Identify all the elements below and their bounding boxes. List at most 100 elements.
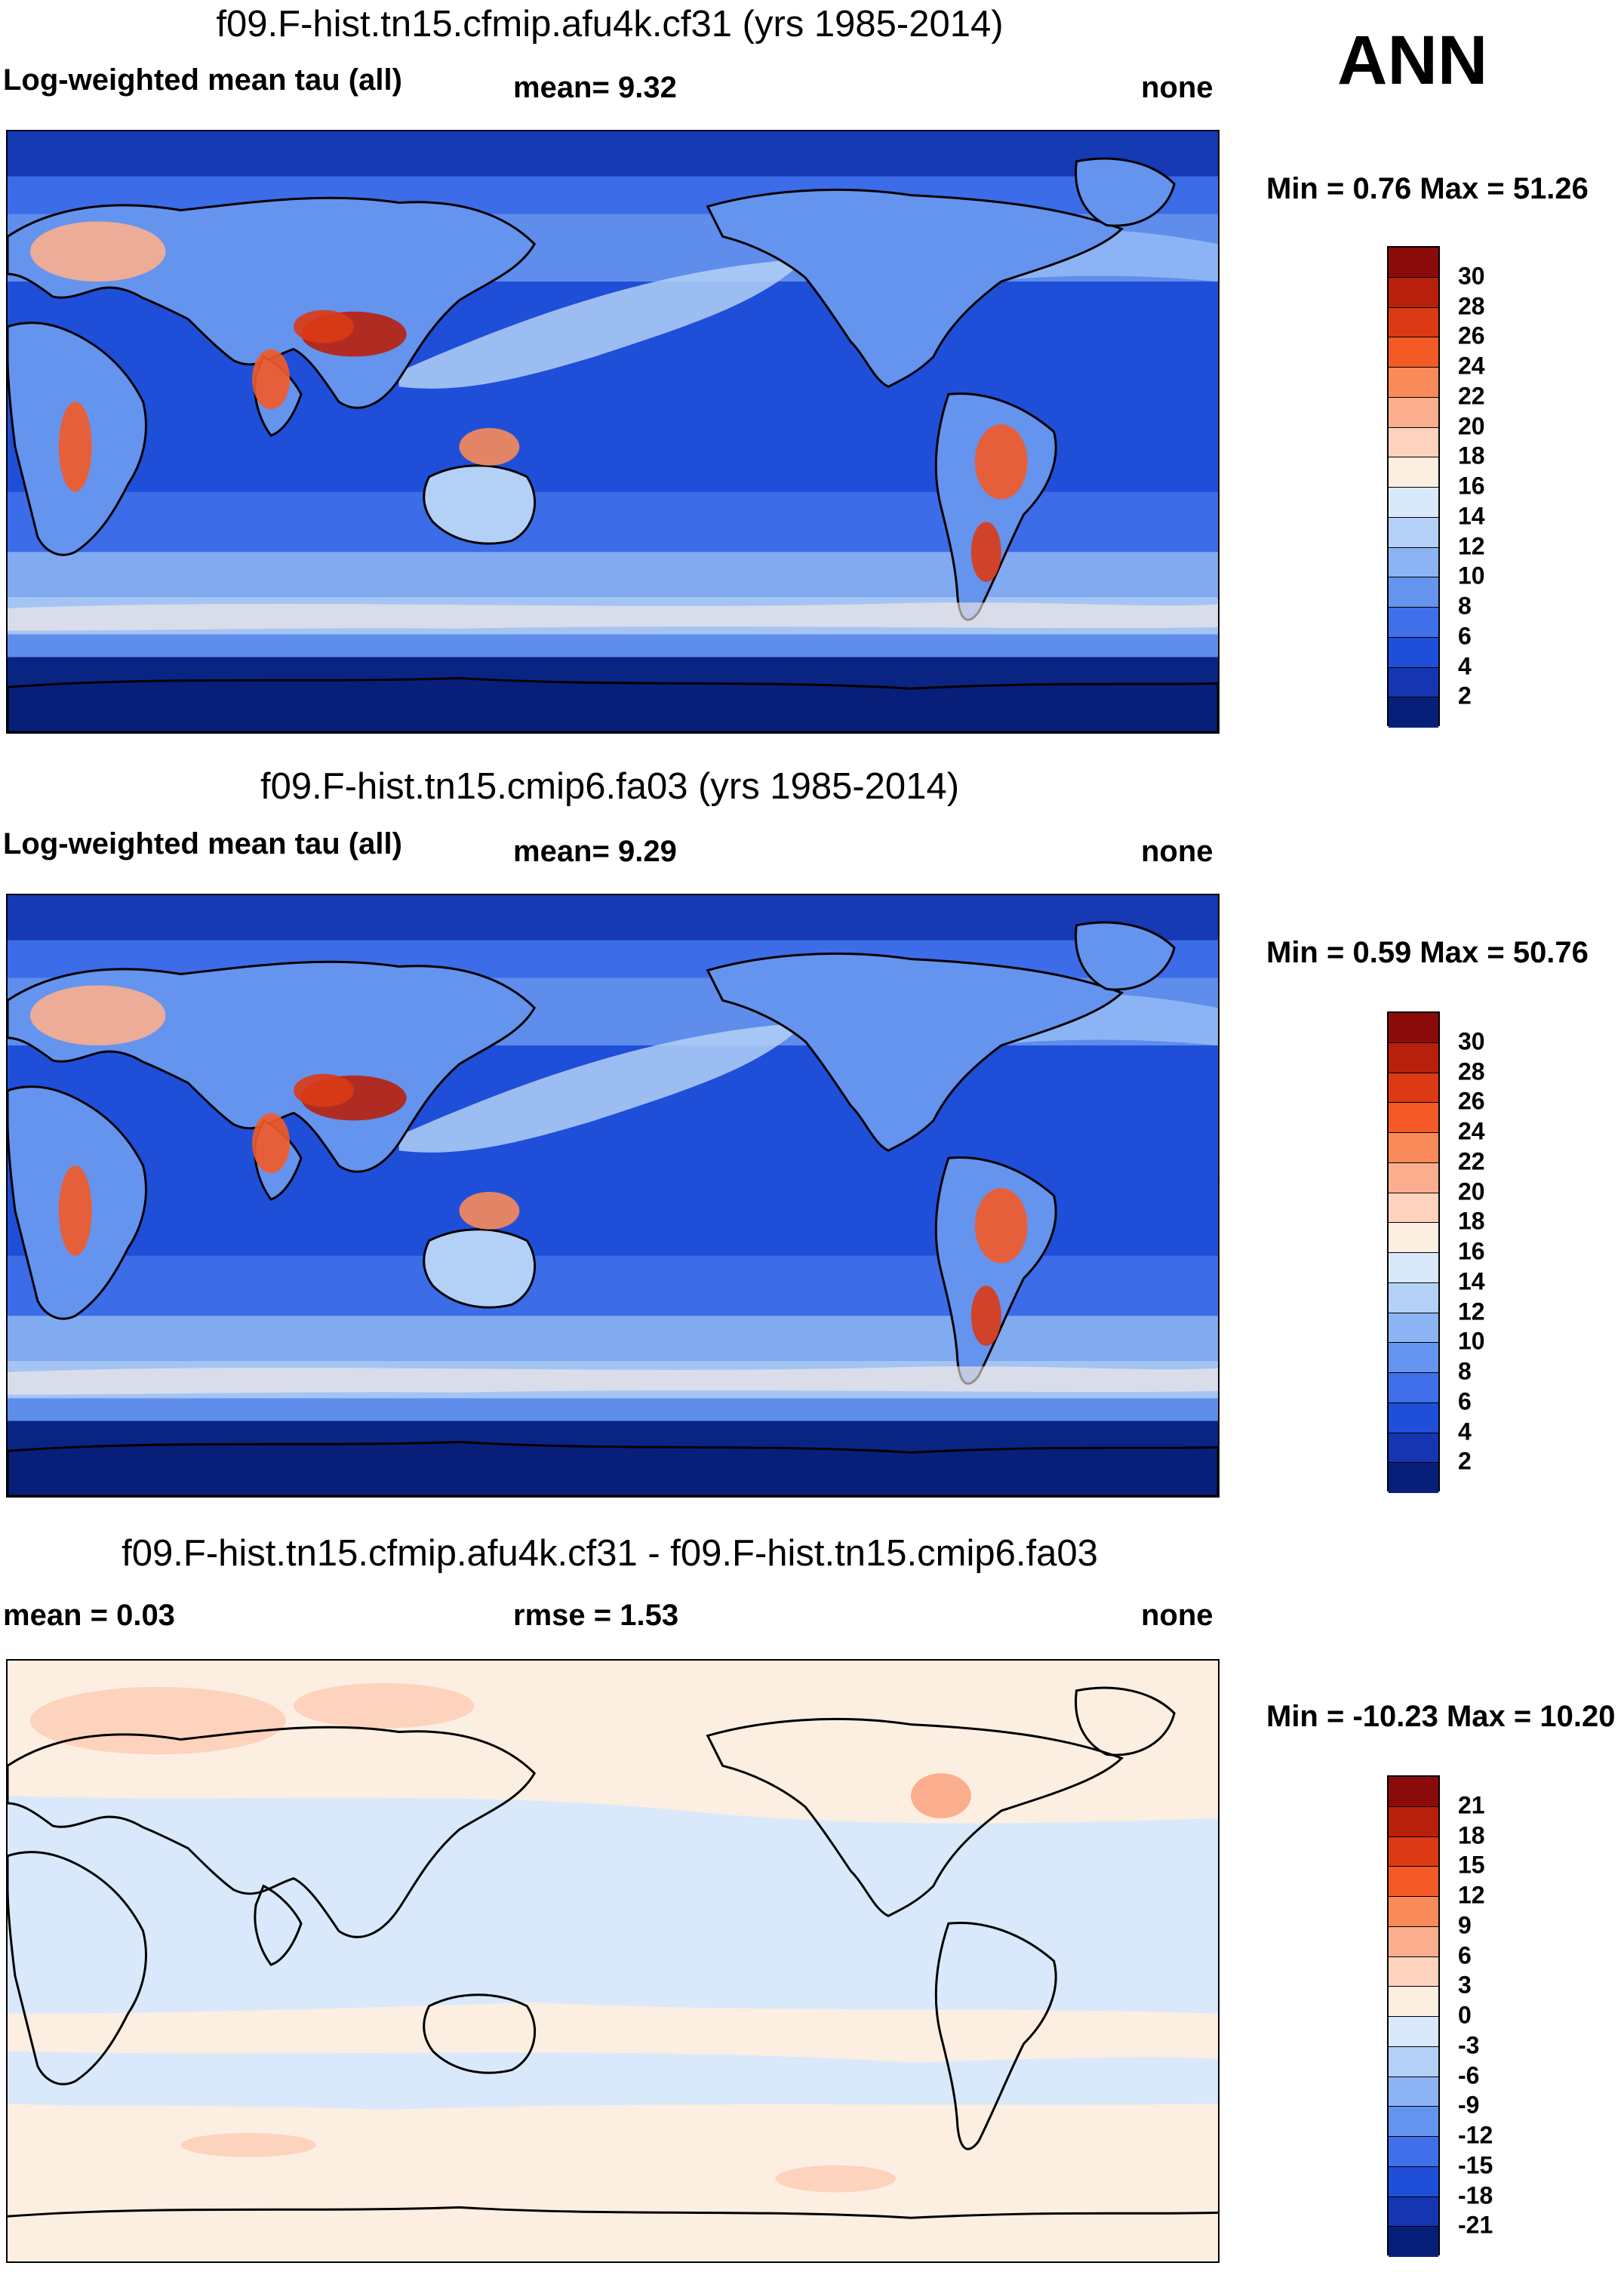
colorbar-swatch: [1389, 427, 1438, 458]
colorbar-tick-label: 28: [1458, 1057, 1485, 1085]
panel-title: f09.F-hist.tn15.cfmip.afu4k.cf31 - f09.F…: [121, 1533, 1098, 1574]
minmax-label: Min = 0.76 Max = 51.26: [1266, 172, 1589, 205]
colorbar-swatch: [1389, 397, 1438, 428]
colorbar-difference: [1387, 1775, 1440, 2257]
colorbar-swatch: [1389, 1867, 1438, 1897]
colorbar-swatch: [1389, 1373, 1438, 1403]
colorbar-swatch: [1389, 2227, 1438, 2257]
colorbar-tick-label: 12: [1458, 1881, 1485, 1909]
units-label: none: [1141, 71, 1213, 104]
colorbar-tick-label: 2: [1458, 682, 1472, 710]
mean-label: mean = 0.03: [3, 1599, 175, 1632]
colorbar-swatch: [1389, 1343, 1438, 1373]
colorbar-tick-label: 8: [1458, 1357, 1472, 1385]
colorbar-tick-label: 9: [1458, 1911, 1472, 1939]
colorbar-swatch: [1389, 1463, 1438, 1493]
colorbar-tick-label: 16: [1458, 1237, 1485, 1265]
map-difference: [6, 1659, 1220, 2263]
colorbar-tick-label: 30: [1458, 262, 1485, 290]
panel-title: f09.F-hist.tn15.cmip6.fa03 (yrs 1985-201…: [260, 766, 960, 807]
colorbar-swatch: [1389, 368, 1438, 398]
mean-label: mean= 9.29: [513, 835, 677, 868]
minmax-label: Min = 0.59 Max = 50.76: [1266, 936, 1589, 969]
colorbar-tick-label: 8: [1458, 592, 1472, 620]
colorbar-tick-label: 22: [1458, 1147, 1485, 1175]
units-label: none: [1141, 1599, 1213, 1632]
colorbar-tick-label: 20: [1458, 1178, 1485, 1205]
colorbar-tick-label: -12: [1458, 2121, 1493, 2149]
colorbar-swatch: [1389, 1836, 1438, 1867]
colorbar-swatch: [1389, 337, 1438, 368]
colorbar-tick-label: 30: [1458, 1027, 1485, 1055]
colorbar-tick-label: -6: [1458, 2061, 1480, 2089]
colorbar-tick-label: 24: [1458, 1117, 1485, 1145]
colorbar-swatch: [1389, 457, 1438, 488]
colorbar-tick-label: 18: [1458, 1821, 1485, 1849]
season-label: ANN: [1337, 22, 1488, 99]
colorbar-tick-label: 3: [1458, 1971, 1472, 1999]
colorbar-tick-label: 14: [1458, 502, 1485, 530]
colorbar-tick-label: 6: [1458, 1387, 1472, 1415]
colorbar-control: [1387, 1011, 1440, 1493]
colorbar-swatch: [1389, 2107, 1438, 2137]
colorbar-swatch: [1389, 2166, 1438, 2197]
colorbar-tick-label: 0: [1458, 2001, 1472, 2029]
colorbar-tick-label: 18: [1458, 1207, 1485, 1235]
colorbar-swatch: [1389, 488, 1438, 518]
colorbar-swatch: [1389, 1103, 1438, 1133]
colorbar-tick-label: -18: [1458, 2181, 1493, 2209]
colorbar-tick-label: 14: [1458, 1267, 1485, 1295]
colorbar-swatch: [1389, 248, 1438, 278]
map-test: [6, 130, 1220, 734]
colorbar-swatch: [1389, 577, 1438, 608]
colorbar-tick-label: 4: [1458, 652, 1472, 679]
units-label: none: [1141, 835, 1213, 868]
colorbar-swatch: [1389, 1956, 1438, 1987]
colorbar-swatch: [1389, 1253, 1438, 1283]
colorbar-swatch: [1389, 1133, 1438, 1163]
colorbar-tick-label: 18: [1458, 442, 1485, 469]
colorbar-swatch: [1389, 1777, 1438, 1807]
colorbar-tick-label: 12: [1458, 532, 1485, 559]
colorbar-tick-label: 21: [1458, 1791, 1485, 1819]
colorbar-tick-label: -9: [1458, 2091, 1480, 2119]
colorbar-swatch: [1389, 2197, 1438, 2227]
colorbar-tick-label: 22: [1458, 382, 1485, 410]
colorbar-swatch: [1389, 608, 1438, 638]
map-field-test: [8, 131, 1218, 732]
variable-label: Log-weighted mean tau (all): [3, 63, 402, 97]
colorbar-swatch: [1389, 1897, 1438, 1927]
colorbar-tick-label: 28: [1458, 292, 1485, 319]
colorbar-swatch: [1389, 1282, 1438, 1313]
colorbar-swatch: [1389, 667, 1438, 698]
colorbar-tick-label: 2: [1458, 1447, 1472, 1475]
colorbar-swatch: [1389, 1806, 1438, 1837]
colorbar-tick-label: -21: [1458, 2211, 1493, 2239]
colorbar-tick-label: 24: [1458, 352, 1485, 380]
panel-title: f09.F-hist.tn15.cfmip.afu4k.cf31 (yrs 19…: [216, 4, 1004, 45]
colorbar-swatch: [1389, 277, 1438, 308]
colorbar-tick-label: 4: [1458, 1418, 1472, 1445]
colorbar-swatch: [1389, 1073, 1438, 1104]
colorbar-swatch: [1389, 1313, 1438, 1344]
map-control: [6, 894, 1220, 1498]
colorbar-swatch: [1389, 1193, 1438, 1224]
colorbar-tick-label: 6: [1458, 1941, 1472, 1969]
colorbar-swatch: [1389, 1042, 1438, 1073]
minmax-label: Min = -10.23 Max = 10.20: [1266, 1700, 1616, 1733]
rmse-label: rmse = 1.53: [513, 1599, 679, 1632]
colorbar-test: [1387, 246, 1440, 728]
variable-label: Log-weighted mean tau (all): [3, 827, 402, 860]
colorbar-tick-label: 10: [1458, 562, 1485, 590]
colorbar-tick-label: 20: [1458, 412, 1485, 439]
colorbar-swatch: [1389, 517, 1438, 548]
colorbar-swatch: [1389, 637, 1438, 668]
colorbar-swatch: [1389, 2137, 1438, 2167]
colorbar-swatch: [1389, 2017, 1438, 2047]
colorbar-tick-label: 10: [1458, 1327, 1485, 1355]
colorbar-swatch: [1389, 2077, 1438, 2107]
mean-label: mean= 9.32: [513, 71, 677, 104]
colorbar-swatch: [1389, 1402, 1438, 1433]
colorbar-swatch: [1389, 307, 1438, 338]
colorbar-swatch: [1389, 1433, 1438, 1464]
